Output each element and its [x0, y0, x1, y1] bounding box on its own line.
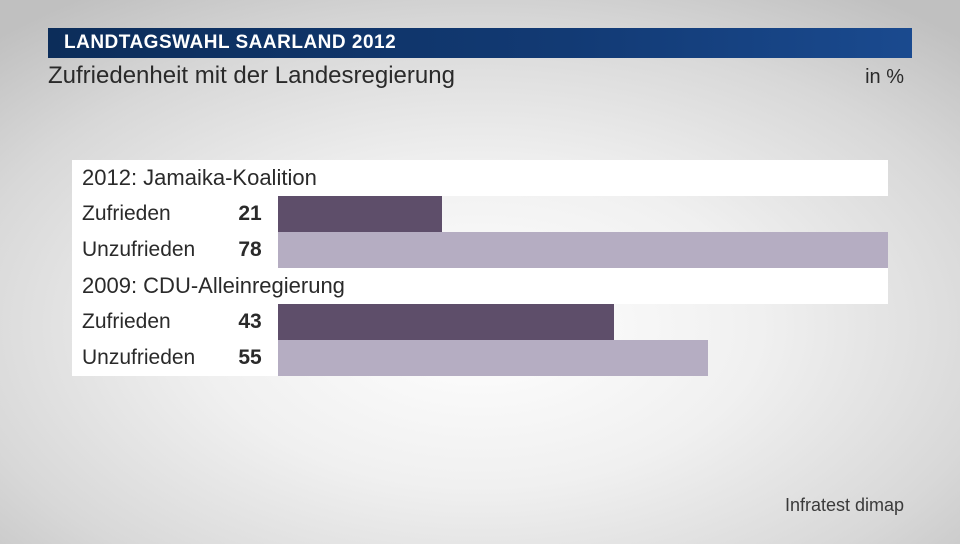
bar	[278, 196, 442, 232]
chart-row: Unzufrieden 55	[72, 340, 888, 376]
chart-group-header: 2012: Jamaika-Koalition	[72, 160, 888, 196]
row-value: 78	[222, 232, 278, 268]
subtitle-row: Zufriedenheit mit der Landesregierung in…	[48, 62, 912, 90]
bar	[278, 232, 888, 268]
bar-track	[278, 196, 888, 232]
chart-group-title: 2009: CDU-Alleinregierung	[82, 273, 345, 299]
row-value: 21	[222, 196, 278, 232]
chart-row: Zufrieden 43	[72, 304, 888, 340]
row-value: 43	[222, 304, 278, 340]
chart-unit: in %	[865, 66, 912, 89]
bar	[278, 304, 614, 340]
bar-track	[278, 232, 888, 268]
row-label: Zufrieden	[72, 304, 222, 340]
chart-area: 2012: Jamaika-Koalition Zufrieden 21 Unz…	[72, 160, 888, 376]
header-band: LANDTAGSWAHL SAARLAND 2012	[48, 28, 912, 58]
header-title: LANDTAGSWAHL SAARLAND 2012	[64, 32, 396, 54]
chart-row: Unzufrieden 78	[72, 232, 888, 268]
row-label: Zufrieden	[72, 196, 222, 232]
chart-row: Zufrieden 21	[72, 196, 888, 232]
chart-subtitle: Zufriedenheit mit der Landesregierung	[48, 62, 455, 90]
source-attribution: Infratest dimap	[785, 495, 904, 516]
row-label: Unzufrieden	[72, 340, 222, 376]
bar	[278, 340, 708, 376]
bar-track	[278, 304, 888, 340]
bar-track	[278, 340, 888, 376]
chart-group-header: 2009: CDU-Alleinregierung	[72, 268, 888, 304]
chart-group-title: 2012: Jamaika-Koalition	[82, 165, 317, 191]
row-label: Unzufrieden	[72, 232, 222, 268]
row-value: 55	[222, 340, 278, 376]
